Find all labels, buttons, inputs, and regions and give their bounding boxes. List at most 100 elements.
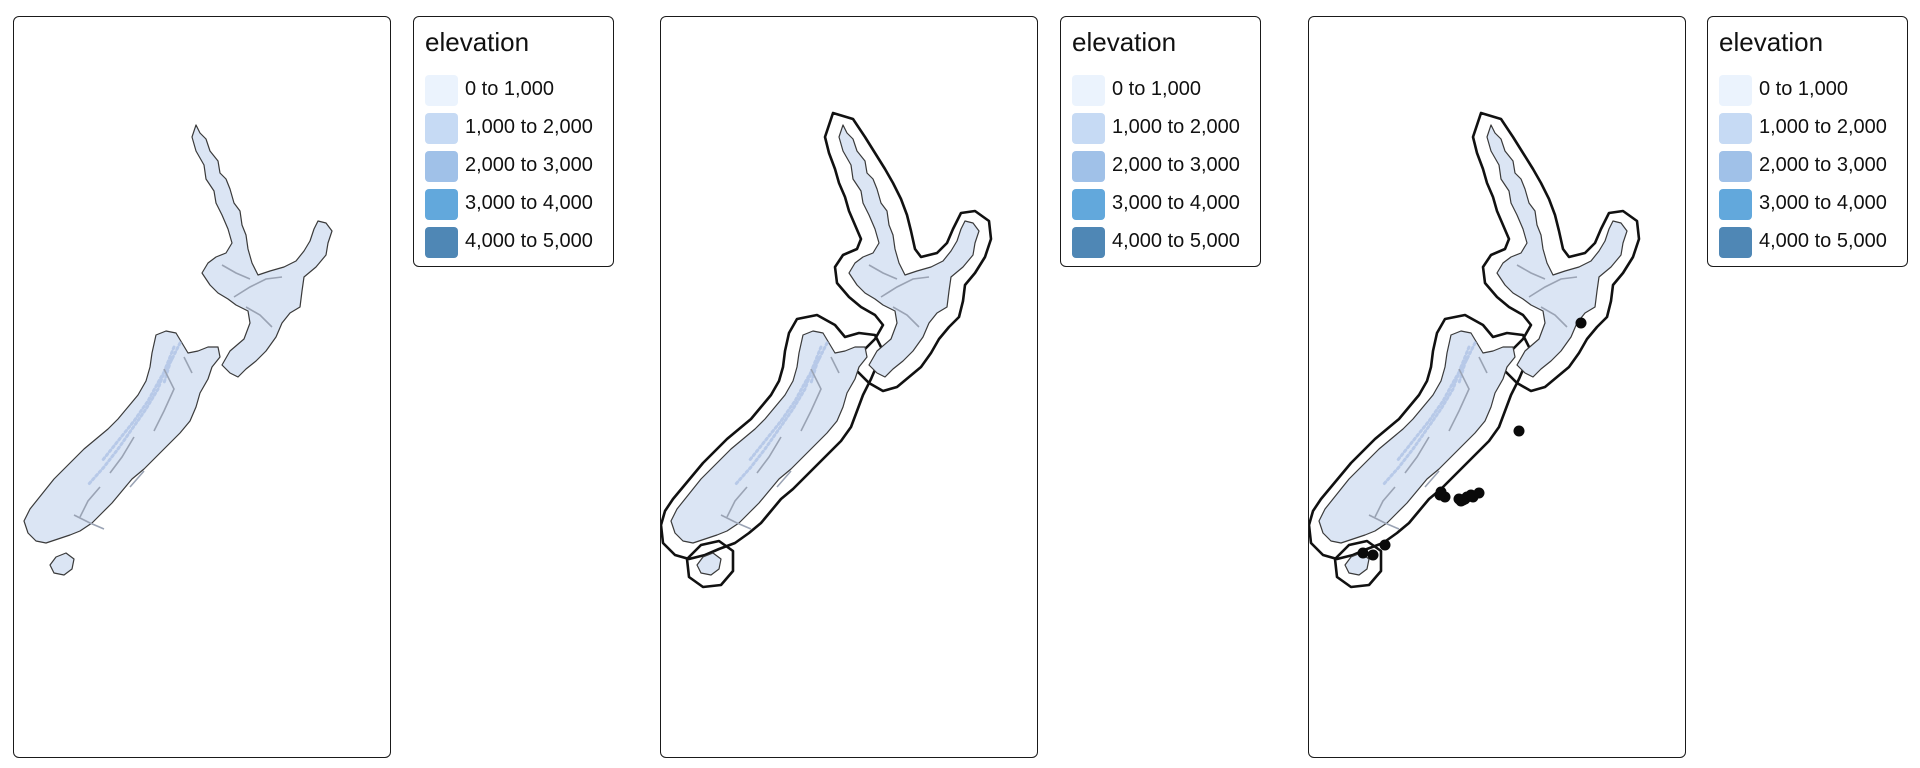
map-panel-2: [660, 16, 1038, 758]
legend-label: 1,000 to 2,000: [1759, 116, 1887, 138]
peak-point: [1513, 425, 1525, 437]
river-line: [221, 264, 251, 280]
legend-item: 4,000 to 5,000: [1072, 224, 1257, 258]
river-line: [1540, 306, 1568, 328]
river-line: [1448, 368, 1470, 432]
new-zealand-map: [670, 124, 980, 576]
relief-mark: [162, 341, 182, 385]
legend-swatch: [1719, 75, 1752, 106]
river-line: [1424, 470, 1440, 488]
river-line: [830, 356, 840, 374]
legend-item: 1,000 to 2,000: [1719, 110, 1904, 144]
legend-label: 3,000 to 4,000: [1112, 192, 1240, 214]
river-line: [756, 436, 782, 474]
map-svg-1: [23, 124, 333, 576]
legend-item: 3,000 to 4,000: [1719, 186, 1904, 220]
legend-label: 4,000 to 5,000: [465, 230, 593, 252]
legend-swatch: [1072, 75, 1105, 106]
legend-swatch: [1072, 151, 1105, 182]
legend-label: 1,000 to 2,000: [1112, 116, 1240, 138]
river-line: [720, 514, 752, 530]
legend-title: elevation: [1719, 27, 1824, 57]
relief-mark: [1395, 357, 1469, 463]
river-line: [153, 368, 175, 432]
north-island: [838, 124, 980, 378]
legend-swatch: [425, 113, 458, 144]
map-svg-2: [661, 111, 993, 589]
legend-panel-3: elevation 0 to 1,000 1,000 to 2,000 2,00…: [1707, 16, 1908, 267]
legend-panel-2: elevation 0 to 1,000 1,000 to 2,000 2,00…: [1060, 16, 1261, 267]
river-line: [109, 436, 135, 474]
legend-item: 0 to 1,000: [1719, 72, 1904, 106]
relief-mark: [100, 357, 174, 463]
relief-mark: [1457, 341, 1477, 385]
buffer-stewart-island: [1333, 539, 1383, 589]
river-line: [776, 470, 792, 488]
legend-panel-1: elevation 0 to 1,000 1,000 to 2,000 2,00…: [413, 16, 614, 267]
stewart-island: [696, 552, 722, 576]
legend-label: 0 to 1,000: [465, 78, 554, 100]
peak-point: [1435, 486, 1447, 498]
legend-item: 2,000 to 3,000: [425, 148, 610, 182]
peak-points: [1357, 317, 1587, 561]
map-svg-3: [1309, 111, 1641, 589]
river-line: [726, 486, 748, 518]
legend-item: 3,000 to 4,000: [1072, 186, 1257, 220]
legend-item: 4,000 to 5,000: [425, 224, 610, 258]
river-line: [245, 306, 273, 328]
peak-point: [1575, 317, 1587, 329]
north-island: [191, 124, 333, 378]
legend-label: 4,000 to 5,000: [1759, 230, 1887, 252]
legend-swatch: [1719, 227, 1752, 258]
buffer-north-island: [823, 111, 993, 393]
river-line: [1368, 514, 1400, 530]
peak-point: [1379, 539, 1391, 551]
legend-item: 2,000 to 3,000: [1072, 148, 1257, 182]
legend-item: 4,000 to 5,000: [1719, 224, 1904, 258]
legend-swatch: [1072, 227, 1105, 258]
legend-label: 3,000 to 4,000: [1759, 192, 1887, 214]
legend-item: 0 to 1,000: [1072, 72, 1257, 106]
river-line: [233, 276, 283, 298]
legend-swatch: [1719, 151, 1752, 182]
north-island: [1486, 124, 1628, 378]
river-line: [1528, 276, 1578, 298]
river-line: [1516, 264, 1546, 280]
new-zealand-map: [1318, 124, 1628, 576]
stewart-island: [49, 552, 75, 576]
legend-item: 3,000 to 4,000: [425, 186, 610, 220]
map-panel-3: [1308, 16, 1686, 758]
legend-swatch: [425, 189, 458, 220]
river-line: [129, 470, 145, 488]
buffer-stewart-island: [685, 539, 735, 589]
legend-swatch: [1072, 113, 1105, 144]
map-panel-1: [13, 16, 391, 758]
legend-title: elevation: [1072, 27, 1177, 57]
river-line: [800, 368, 822, 432]
legend-label: 0 to 1,000: [1112, 78, 1201, 100]
river-line: [183, 356, 193, 374]
peak-point: [1357, 547, 1369, 559]
legend-item: 1,000 to 2,000: [425, 110, 610, 144]
legend-label: 2,000 to 3,000: [465, 154, 593, 176]
buffer-north-island: [1471, 111, 1641, 393]
peak-point: [1473, 487, 1485, 499]
legend-item: 2,000 to 3,000: [1719, 148, 1904, 182]
legend-item: 0 to 1,000: [425, 72, 610, 106]
relief-mark: [747, 357, 821, 463]
legend-label: 0 to 1,000: [1759, 78, 1848, 100]
river-line: [1374, 486, 1396, 518]
river-line: [868, 264, 898, 280]
legend-item: 1,000 to 2,000: [1072, 110, 1257, 144]
legend-label: 3,000 to 4,000: [465, 192, 593, 214]
river-line: [73, 514, 105, 530]
legend-swatch: [1719, 189, 1752, 220]
legend-swatch: [425, 227, 458, 258]
legend-label: 1,000 to 2,000: [465, 116, 593, 138]
new-zealand-map: [23, 124, 333, 576]
legend-swatch: [425, 75, 458, 106]
legend-title: elevation: [425, 27, 530, 57]
legend-swatch: [1072, 189, 1105, 220]
river-line: [880, 276, 930, 298]
river-line: [79, 486, 101, 518]
